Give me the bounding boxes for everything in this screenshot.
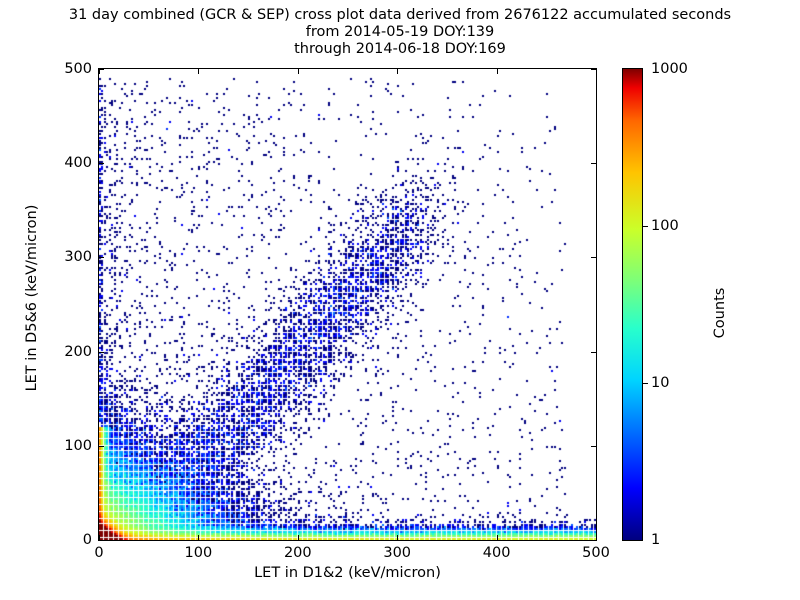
x-tick-0 (99, 535, 100, 540)
x-tick-label-500: 500 (582, 545, 610, 561)
x-tick-100 (198, 69, 199, 74)
x-tick-300 (397, 69, 398, 74)
y-tick-0 (99, 540, 104, 541)
y-tick-label-400: 400 (64, 155, 92, 172)
chart-title: 31 day combined (GCR & SEP) cross plot d… (0, 7, 800, 58)
title-line-1: 31 day combined (GCR & SEP) cross plot d… (68, 7, 732, 23)
colorbar-tick-label-1: 1 (651, 532, 661, 548)
y-tick-300 (99, 257, 104, 258)
y-tick-label-100: 100 (64, 437, 92, 454)
x-tick-200 (298, 69, 299, 74)
colorbar-label: Counts (712, 287, 728, 339)
y-tick-500 (591, 69, 596, 70)
y-tick-label-500: 500 (64, 61, 92, 77)
x-tick-400 (497, 535, 498, 540)
title-line-2: from 2014-05-19 DOY:139 (305, 24, 495, 40)
x-tick-200 (298, 535, 299, 540)
y-tick-100 (591, 446, 596, 447)
colorbar-tick-label-10: 10 (651, 375, 670, 391)
y-tick-label-200: 200 (64, 343, 92, 360)
colorbar-tick-label-100: 100 (651, 218, 679, 234)
x-tick-label-400: 400 (482, 545, 511, 561)
y-tick-label-300: 300 (64, 249, 92, 266)
x-tick-500 (596, 69, 597, 74)
x-axis-label: LET in D1&2 (keV/micron) (254, 565, 441, 581)
y-tick-400 (591, 163, 596, 164)
colorbar-gradient (622, 68, 643, 541)
y-tick-300 (591, 257, 596, 258)
x-tick-label-0: 0 (94, 545, 104, 561)
x-tick-label-100: 100 (184, 545, 213, 561)
x-tick-300 (397, 535, 398, 540)
density-scatter-plot (99, 69, 596, 540)
y-tick-labels: 0 100 200 300 400 500 (28, 0, 92, 600)
y-tick-100 (99, 446, 104, 447)
y-tick-200 (99, 352, 104, 353)
colorbar-tick-100 (643, 226, 648, 227)
x-tick-label-300: 300 (383, 545, 412, 561)
y-axis-label: LET in D5&6 (keV/micron) (24, 204, 40, 392)
x-tick-400 (497, 69, 498, 74)
x-tick-100 (198, 535, 199, 540)
colorbar-tick-10 (643, 383, 648, 384)
y-tick-400 (99, 163, 104, 164)
plot-area (98, 68, 597, 541)
title-line-3: through 2014-06-18 DOY:169 (294, 41, 506, 57)
y-tick-200 (591, 352, 596, 353)
colorbar-tick-label-1000: 1000 (651, 61, 688, 77)
x-tick-0 (99, 69, 100, 74)
colorbar (622, 68, 648, 541)
x-tick-label-200: 200 (283, 545, 312, 561)
x-tick-500 (596, 535, 597, 540)
y-tick-label-0: 0 (82, 532, 92, 548)
y-tick-500 (99, 69, 104, 70)
y-tick-0 (591, 540, 596, 541)
